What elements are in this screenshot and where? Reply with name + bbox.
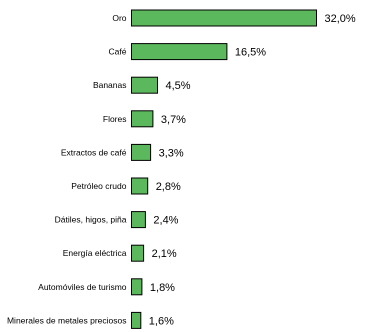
value-label: 1,6% [149,315,174,327]
category-label: Extractos de café [61,147,127,157]
value-label: 3,7% [161,114,186,126]
value-label: 1,8% [150,282,175,294]
bar-2 [131,76,158,94]
category-label: Energía eléctrica [63,248,127,258]
bar-7 [131,244,145,262]
category-label: Minerales de metales preciosos [7,315,127,325]
value-label: 3,3% [159,147,184,159]
category-label: Dátiles, higos, piña [55,215,127,225]
value-label: 2,8% [156,181,181,193]
category-label: Bananas [93,80,127,90]
bar-0 [131,9,317,27]
bar-3 [131,110,154,128]
value-label: 2,4% [153,215,178,227]
category-label: Flores [103,114,127,124]
bar-8 [131,278,143,296]
category-label: Petróleo crudo [71,181,127,191]
bar-4 [131,143,152,161]
bar-9 [131,311,142,329]
value-label: 32,0% [325,13,356,25]
bar-1 [131,43,228,61]
category-label: Oro [112,13,126,23]
labels-layer: Oro 32,0% Café 16,5% Bananas 4,5% Flores 3,7% Ex… [7,13,356,327]
category-label: Café [109,47,127,57]
value-label: 2,1% [152,248,177,260]
category-label: Automóviles de turismo [38,282,127,292]
bars-layer [131,9,317,329]
bar-5 [131,177,149,195]
value-label: 16,5% [235,47,266,59]
value-label: 4,5% [166,80,191,92]
bar-6 [131,211,146,229]
